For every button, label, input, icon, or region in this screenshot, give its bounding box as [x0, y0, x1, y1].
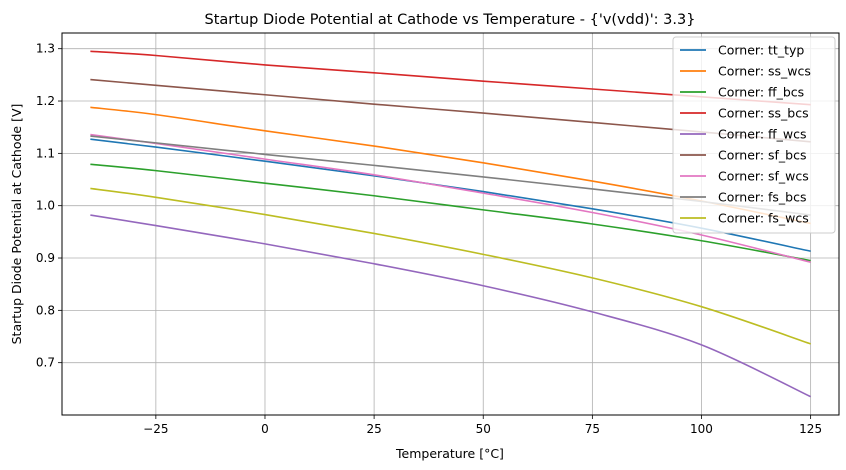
legend-item: Corner: tt_typ — [680, 43, 804, 58]
chart-title: Startup Diode Potential at Cathode vs Te… — [205, 12, 696, 28]
legend-item: Corner: fs_wcs — [680, 211, 809, 226]
legend-item: Corner: sf_bcs — [680, 148, 807, 163]
legend-box — [672, 36, 836, 234]
x-tick-label: −25 — [143, 422, 168, 436]
series-line-ff-bcs — [90, 163, 811, 262]
legend-item: Corner: sf_wcs — [680, 169, 809, 184]
y-axis-label: Startup Diode Potential at Cathode [V] — [9, 104, 24, 345]
legend-item: Corner: ff_wcs — [680, 127, 806, 142]
legend-item: Corner: ff_bcs — [680, 85, 804, 100]
y-tick-label: 1.3 — [36, 42, 55, 56]
legend-item: Corner: ss_bcs — [680, 106, 809, 121]
y-tick-label: 1.0 — [36, 199, 55, 213]
series-line-fs-wcs — [90, 187, 811, 345]
legend: Corner: tt_typ Corner: ss_wcs Corner: ff_b… — [672, 36, 836, 234]
legend-label: Corner: sf_bcs — [718, 148, 807, 163]
y-tick-label: 0.9 — [36, 251, 55, 265]
x-tick-label: 25 — [366, 422, 381, 436]
x-tick-label: 0 — [261, 422, 269, 436]
legend-label: Corner: sf_wcs — [718, 169, 809, 184]
x-axis-label: Temperature [°C] — [395, 446, 504, 461]
legend-entries: Corner: tt_typ Corner: ss_wcs Corner: ff_b… — [680, 43, 811, 226]
legend-item: Corner: fs_bcs — [680, 190, 807, 205]
legend-label: Corner: ff_wcs — [718, 127, 806, 142]
plot-frame — [61, 32, 840, 416]
y-tick-label: 1.2 — [36, 94, 55, 108]
x-tick-label: 50 — [476, 422, 491, 436]
legend-label: Corner: ff_bcs — [718, 85, 804, 100]
x-tick-label: 75 — [585, 422, 600, 436]
legend-label: Corner: ss_bcs — [718, 106, 809, 121]
series-line-ff-wcs — [90, 214, 811, 398]
legend-item: Corner: ss_wcs — [680, 64, 811, 79]
y-tick-label: 0.7 — [36, 356, 55, 370]
y-tick-label: 1.1 — [36, 146, 55, 160]
legend-label: Corner: tt_typ — [718, 43, 804, 58]
ticks: −25 0 25 50 75 100 125 0.7 0.8 0.9 1.0 1.1 1.2 1.3 — [36, 42, 822, 436]
legend-label: Corner: ss_wcs — [718, 64, 811, 79]
legend-label: Corner: fs_bcs — [718, 190, 807, 205]
legend-label: Corner: fs_wcs — [718, 211, 809, 226]
y-tick-label: 0.8 — [36, 303, 55, 317]
x-tick-label: 100 — [690, 422, 713, 436]
x-tick-label: 125 — [799, 422, 822, 436]
